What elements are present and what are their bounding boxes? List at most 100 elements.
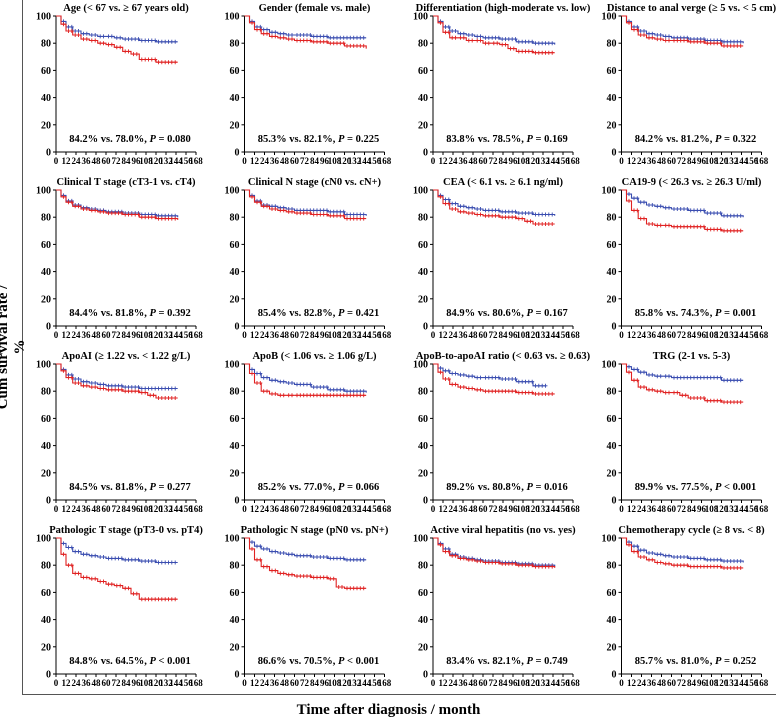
censor-marks	[61, 19, 178, 44]
annotation-rates: 84.8% vs. 64.5%,	[69, 656, 149, 667]
x-tick-label: 0	[619, 330, 624, 340]
x-tick-label: 120	[715, 330, 729, 340]
x-tick-label: 60	[479, 156, 489, 166]
x-tick-label: 0	[619, 156, 624, 166]
y-tick-label: 40	[41, 267, 51, 278]
x-tick-label: 168	[378, 330, 392, 340]
x-tick-label: 144	[169, 156, 183, 166]
x-tick-label: 96	[697, 156, 707, 166]
panel-title: ApoAI (≥ 1.22 vs. < 1.22 g/L)	[62, 351, 191, 362]
x-tick-label: 108	[705, 504, 719, 514]
y-tick-label: 60	[230, 588, 240, 599]
x-tick-label: 24	[637, 156, 647, 166]
censor-marks	[438, 193, 555, 217]
x-tick-label: 60	[102, 330, 112, 340]
x-tick-label: 36	[270, 330, 280, 340]
x-tick-label: 24	[449, 504, 459, 514]
x-tick-label: 24	[637, 504, 647, 514]
x-tick-label: 24	[72, 156, 82, 166]
censor-marks	[61, 194, 178, 221]
x-tick-label: 168	[755, 156, 769, 166]
panel-title: ApoB-to-apoAI ratio (< 0.63 vs. ≥ 0.63)	[416, 351, 591, 362]
survival-curve-group-2	[433, 15, 555, 54]
x-tick-label: 132	[536, 678, 550, 688]
annotation-p-value: = 0.225	[344, 134, 379, 145]
annotation-p-value: = 0.252	[721, 656, 756, 667]
x-tick-label: 36	[82, 504, 92, 514]
y-tick-label: 80	[41, 387, 51, 398]
x-tick-label: 0	[242, 156, 247, 166]
x-tick-label: 12	[439, 156, 449, 166]
censor-marks	[438, 19, 555, 46]
x-tick-label: 120	[526, 504, 540, 514]
x-tick-label: 132	[159, 678, 173, 688]
x-tick-label: 60	[102, 678, 112, 688]
x-tick-label: 0	[431, 504, 436, 514]
survival-curve-group-1	[433, 363, 547, 387]
x-tick-label: 36	[459, 330, 469, 340]
x-tick-label: 108	[705, 156, 719, 166]
y-tick-label: 20	[418, 468, 428, 479]
y-tick-label: 80	[418, 561, 428, 572]
annotation-p-value: = 0.080	[156, 134, 191, 145]
y-tick-label: 20	[418, 120, 428, 131]
y-tick-label: 0	[423, 496, 428, 507]
y-tick-label: 20	[418, 642, 428, 653]
survival-curve-group-1	[621, 15, 744, 44]
x-tick-label: 84	[687, 156, 697, 166]
x-tick-label: 60	[290, 156, 300, 166]
x-tick-label: 108	[328, 330, 342, 340]
x-tick-label: 12	[439, 504, 449, 514]
x-tick-label: 96	[320, 156, 330, 166]
y-tick-label: 100	[225, 186, 240, 197]
y-tick-label: 80	[418, 213, 428, 224]
y-tick-label: 100	[602, 534, 617, 545]
censor-marks	[61, 552, 178, 602]
annotation-rates: 89.2% vs. 80.8%,	[446, 482, 526, 493]
x-tick-label: 24	[449, 330, 459, 340]
y-tick-label: 100	[36, 12, 51, 23]
y-tick-label: 40	[418, 93, 428, 104]
x-tick-label: 120	[149, 330, 163, 340]
survival-annotation: 84.4% vs. 81.8%, P = 0.392	[69, 308, 191, 319]
annotation-p-value: = 0.169	[533, 134, 568, 145]
x-tick-label: 48	[469, 330, 479, 340]
y-tick-label: 20	[230, 294, 240, 305]
y-tick-label: 100	[36, 360, 51, 371]
x-tick-label: 72	[677, 330, 687, 340]
x-tick-label: 84	[499, 156, 509, 166]
x-tick-label: 168	[566, 156, 580, 166]
km-panel-6: Clinical N stage (cN0 vs. cN+) 0 20 40 60 80 1…	[225, 177, 392, 340]
censor-marks	[61, 368, 178, 400]
x-tick-label: 0	[242, 330, 247, 340]
y-tick-label: 60	[230, 240, 240, 251]
x-tick-label: 36	[270, 678, 280, 688]
y-tick-label: 80	[230, 387, 240, 398]
x-tick-label: 72	[112, 504, 122, 514]
annotation-p-value: = 0.016	[533, 482, 568, 493]
x-tick-label: 72	[489, 156, 499, 166]
annotation-p-symbol: P	[715, 134, 722, 145]
y-tick-label: 0	[235, 148, 240, 159]
y-tick-label: 40	[607, 615, 617, 626]
km-panel-16: Chemotherapy cycle (≥ 8 vs. < 8) 0 20 40 60 8…	[602, 525, 769, 688]
y-tick-label: 0	[46, 496, 51, 507]
annotation-p-value: = 0.277	[156, 482, 191, 493]
y-tick-label: 40	[41, 615, 51, 626]
panel-title: Distance to anal verge (≥ 5 vs. < 5 cm)	[607, 3, 777, 14]
x-tick-label: 48	[469, 678, 479, 688]
x-tick-label: 96	[697, 504, 707, 514]
y-tick-label: 20	[41, 468, 51, 479]
y-tick-label: 100	[413, 534, 428, 545]
x-tick-label: 168	[189, 504, 203, 514]
y-tick-label: 40	[607, 267, 617, 278]
y-tick-label: 60	[418, 240, 428, 251]
x-tick-label: 156	[179, 156, 193, 166]
x-tick-label: 12	[439, 330, 449, 340]
annotation-p-value: = 0.749	[533, 656, 568, 667]
x-tick-label: 120	[715, 504, 729, 514]
y-tick-label: 40	[230, 615, 240, 626]
y-tick-label: 80	[41, 561, 51, 572]
x-tick-label: 48	[92, 504, 102, 514]
x-tick-label: 0	[54, 156, 59, 166]
